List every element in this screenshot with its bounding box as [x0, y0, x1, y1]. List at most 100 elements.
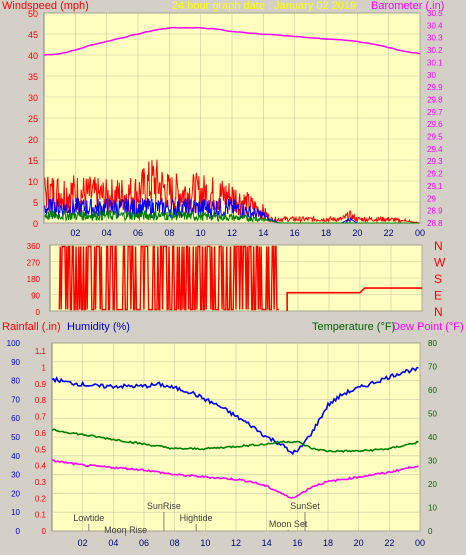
compass-label: S: [434, 272, 442, 286]
barometer-tick: 30.3: [427, 34, 443, 43]
hour-tick: 14: [262, 538, 272, 548]
hour-tick: 00: [415, 538, 425, 548]
hour-tick: 12: [227, 228, 237, 238]
rainfall-tick: 0.1: [35, 511, 47, 520]
barometer-tick: 29.7: [427, 108, 443, 117]
barometer-tick: 29.9: [427, 83, 443, 92]
hour-tick: 16: [292, 538, 302, 548]
wind-series: [43, 26, 421, 224]
hour-tick: 00: [415, 228, 425, 238]
humidity-axis: 0 10 20 30 40 50 60 70 80 90 100: [7, 339, 21, 536]
barometer-tick: 30.5: [427, 9, 443, 18]
hour-tick: 08: [164, 228, 174, 238]
hour-tick: 22: [384, 538, 394, 548]
windspeed-axis: 0 5 10 15 20 25 30 35 40 45 50: [28, 9, 38, 229]
compass-label: W: [434, 256, 446, 270]
degree-tick: 90: [31, 292, 40, 301]
compass-label: E: [434, 289, 442, 303]
humidity-tick: 100: [7, 339, 21, 348]
rainfall-tick: 0.2: [35, 494, 47, 503]
barometer-tick: 29.4: [427, 145, 443, 154]
temperature-tick: 70: [428, 363, 437, 372]
barometer-tick: 29.8: [427, 95, 443, 104]
rainfall-tick: 0: [42, 527, 47, 536]
hour-tick: 14: [258, 228, 268, 238]
rainfall-tick: 0.9: [35, 380, 47, 389]
hour-tick: 06: [133, 228, 143, 238]
windspeed-axis-label: Windspeed (mph): [2, 0, 89, 12]
windspeed-tick: 50: [28, 9, 38, 19]
dewpoint-axis-label: Dew Point (°F): [392, 321, 464, 333]
degree-tick: 360: [27, 242, 41, 251]
hour-tick: 02: [78, 538, 88, 548]
temperature-tick: 60: [428, 386, 437, 395]
temperature-tick: 40: [428, 433, 437, 442]
temperature-tick: 50: [428, 410, 437, 419]
humidity-tick: 70: [11, 395, 20, 404]
hour-tick: 18: [323, 538, 333, 548]
rainfall-tick: 0.8: [35, 396, 47, 405]
annotation-label: Moon Set: [269, 519, 308, 529]
windspeed-tick: 10: [28, 177, 38, 187]
barometer-tick: 29: [427, 194, 436, 203]
temperature-axis-label: Temperature (°F): [312, 321, 395, 333]
humidity-tick: 60: [11, 414, 20, 423]
grid-humidity: [52, 342, 421, 532]
time-axis-humidity: 02 04 06 08 10 12 14 16 18 20 22 00: [78, 538, 425, 548]
barometer-axis: 28.8 28.9 29 29.1 29.2 29.3 29.4 29.5 29.6 29.7 29…: [427, 9, 443, 228]
degree-tick: 270: [27, 259, 41, 268]
humidity-line: [51, 366, 419, 456]
time-axis-wind: 02 04 06 08 10 12 14 16 18 20 22 00: [70, 228, 425, 238]
temperature-tick: 0: [428, 527, 433, 536]
rainfall-tick: 0.3: [35, 478, 47, 487]
annotation-label: SunSet: [290, 501, 320, 511]
rainfall-tick: 1.1: [35, 347, 47, 356]
humidity-tick: 80: [11, 377, 20, 386]
hour-tick: 06: [139, 538, 149, 548]
hour-tick: 12: [231, 538, 241, 548]
humidity-temperature-chart: Rainfall (.in) Humidity (%) Temperature …: [2, 321, 464, 548]
rainfall-tick: 0.4: [35, 462, 47, 471]
wind-wind-low-line: [44, 209, 420, 224]
barometer-tick: 29.5: [427, 133, 443, 142]
hour-tick: 04: [102, 228, 112, 238]
barometer-tick: 29.1: [427, 182, 443, 191]
rainfall-tick: 0.6: [35, 429, 47, 438]
dew-point-line: [51, 458, 419, 499]
hour-tick: 10: [196, 228, 206, 238]
annotation-label: Moon Rise: [104, 525, 147, 535]
compass-label: N: [434, 239, 443, 253]
humidity-tick: 50: [11, 433, 20, 442]
hour-tick: 18: [321, 228, 331, 238]
windspeed-tick: 30: [28, 93, 38, 103]
direction-noise-line: [58, 245, 279, 311]
compass-label: N: [434, 305, 443, 319]
windspeed-tick: 35: [28, 72, 38, 82]
humidity-tick: 90: [11, 358, 20, 367]
barometer-tick: 29.6: [427, 120, 443, 129]
windspeed-tick: 25: [28, 114, 38, 124]
barometer-tick: 28.9: [427, 207, 443, 216]
hour-tick: 04: [108, 538, 118, 548]
hour-tick: 20: [352, 228, 362, 238]
hour-tick: 22: [384, 228, 394, 238]
barometer-tick: 30.4: [427, 21, 443, 30]
annotation-label: Hightide: [180, 513, 213, 523]
direction-degree-axis: 0 90 180 270 360: [27, 242, 41, 317]
degree-tick: 0: [36, 308, 41, 317]
barometer-line: [43, 26, 421, 56]
hour-tick: 08: [170, 538, 180, 548]
windspeed-tick: 0: [33, 219, 38, 229]
annotation-label: Lowtide: [73, 513, 104, 523]
humidity-tick: 30: [11, 471, 20, 480]
humidity-tick: 20: [11, 489, 20, 498]
barometer-tick: 30.1: [427, 58, 443, 67]
humidity-temp-series: [51, 366, 419, 499]
direction-line: [286, 287, 422, 311]
humidity-tick: 40: [11, 452, 20, 461]
direction-series: [58, 245, 422, 311]
